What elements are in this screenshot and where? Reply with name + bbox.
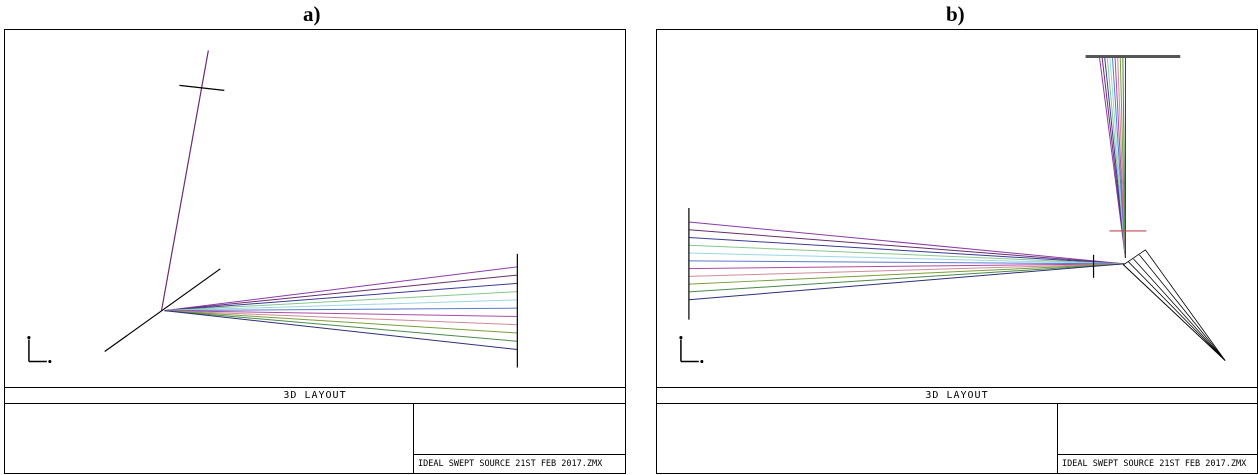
ray-line bbox=[688, 263, 1125, 277]
layout-panel-b: 3D LAYOUT IDEAL SWEPT SOURCE 21ST FEB 20… bbox=[656, 29, 1258, 474]
ray-line bbox=[688, 263, 1125, 301]
layout-plot-b bbox=[679, 55, 1226, 364]
ray-line bbox=[688, 260, 1125, 265]
layout-panel-a: 3D LAYOUT IDEAL SWEPT SOURCE 21ST FEB 20… bbox=[4, 29, 626, 474]
layout-title-a: 3D LAYOUT bbox=[5, 387, 625, 404]
ray-line bbox=[688, 263, 1125, 285]
ray-fan-b bbox=[688, 221, 1125, 301]
ray-line bbox=[688, 237, 1125, 265]
footer-box-b: IDEAL SWEPT SOURCE 21ST FEB 2017.ZMX bbox=[1057, 403, 1257, 473]
ray-line bbox=[688, 229, 1125, 265]
scan-mirror-a bbox=[104, 268, 221, 353]
axis-triad-icon bbox=[27, 336, 52, 364]
vertical-ray-fan-b bbox=[1099, 57, 1126, 258]
footer-box-a: IDEAL SWEPT SOURCE 21ST FEB 2017.ZMX bbox=[413, 403, 625, 473]
ray-line bbox=[164, 282, 518, 312]
prism-fan-b bbox=[1122, 249, 1226, 361]
axis-triad-icon bbox=[679, 336, 704, 364]
ray-line bbox=[164, 310, 518, 326]
filename-b: IDEAL SWEPT SOURCE 21ST FEB 2017.ZMX bbox=[1058, 454, 1257, 473]
ray-fan-a bbox=[164, 266, 518, 351]
ray-line bbox=[164, 291, 518, 312]
ray-line bbox=[164, 307, 518, 312]
ray-line bbox=[688, 252, 1125, 265]
footer-b: IDEAL SWEPT SOURCE 21ST FEB 2017.ZMX bbox=[657, 403, 1257, 473]
ray-line bbox=[164, 310, 518, 351]
ray-line bbox=[688, 263, 1125, 293]
ray-line bbox=[164, 310, 518, 342]
panel-label-b: b) bbox=[946, 2, 965, 26]
layout-plot-a bbox=[27, 50, 518, 368]
reference-beam-a bbox=[160, 50, 209, 311]
ray-line bbox=[164, 299, 518, 312]
ray-line bbox=[164, 310, 518, 317]
footer-a: IDEAL SWEPT SOURCE 21ST FEB 2017.ZMX bbox=[5, 403, 625, 473]
ray-line bbox=[164, 310, 518, 334]
aperture-stop-a bbox=[179, 84, 225, 91]
ray-line bbox=[164, 274, 518, 312]
filename-a: IDEAL SWEPT SOURCE 21ST FEB 2017.ZMX bbox=[414, 454, 625, 473]
ray-line bbox=[688, 244, 1125, 265]
ray-line bbox=[688, 263, 1125, 270]
panel-label-a: a) bbox=[303, 2, 321, 26]
ray-line bbox=[164, 266, 518, 312]
layout-title-b: 3D LAYOUT bbox=[657, 387, 1257, 404]
ray-line bbox=[688, 221, 1125, 265]
